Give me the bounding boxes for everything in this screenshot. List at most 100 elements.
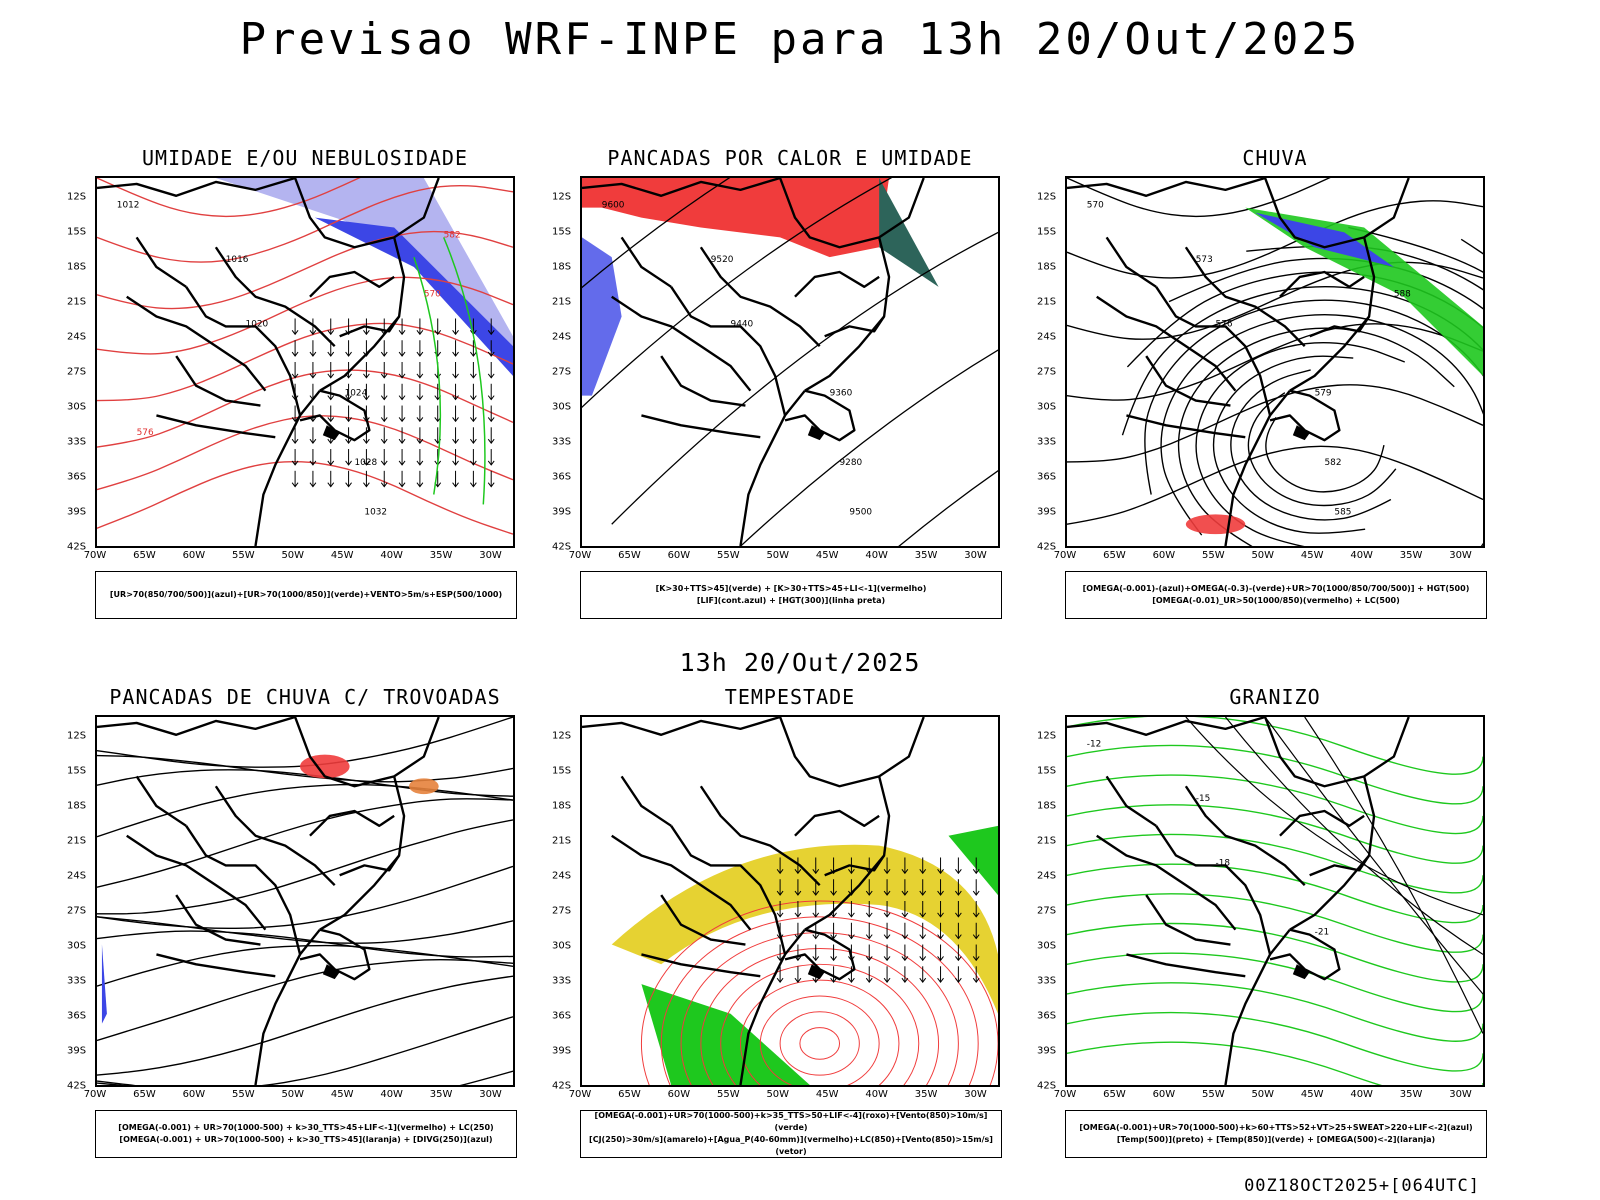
- contour-value-label: 582: [444, 230, 461, 240]
- latitude-label: 18S: [1037, 800, 1057, 812]
- wind-vector-head: [291, 482, 299, 488]
- wind-vector-head: [363, 330, 370, 336]
- longitude-label: 45W: [815, 1089, 839, 1100]
- rain-area-red: [1185, 514, 1246, 535]
- longitude-label: 35W: [1399, 550, 1423, 561]
- panel-title: UMIDADE E/OU NEBULOSIDADE: [141, 146, 469, 170]
- longitude-label: 40W: [865, 1089, 888, 1100]
- border-line: [175, 355, 261, 407]
- legend-line: [OMEGA(-0.001)+UR>70(1000-500)+k>60+TTS>…: [1079, 1123, 1473, 1132]
- border-line: [1096, 834, 1237, 931]
- wind-vector-head: [309, 330, 317, 336]
- wind-vector-head: [972, 934, 980, 940]
- temperature-850-contour: [1067, 1011, 1483, 1072]
- border-line: [1263, 717, 1410, 788]
- border-line: [156, 953, 276, 978]
- wind-vector-head: [812, 912, 820, 918]
- wind-vector-head: [919, 934, 927, 940]
- wind-vector-head: [776, 977, 784, 983]
- border-line: [1096, 295, 1237, 392]
- streamline: [97, 415, 513, 491]
- divergence-area-blue: [101, 944, 107, 1024]
- border-line: [611, 834, 752, 931]
- border-line: [1224, 389, 1291, 546]
- wind-vector-head: [901, 912, 909, 918]
- wind-vector-head: [363, 438, 370, 444]
- streamline: [97, 798, 513, 888]
- wind-vector-head: [937, 934, 944, 940]
- longitude-label: 70W: [568, 550, 592, 561]
- lagoon-shape: [1292, 964, 1310, 980]
- contour-value-label: 1024: [345, 389, 368, 399]
- wind-vector-head: [327, 482, 335, 488]
- contour-value-label: 582: [1325, 458, 1342, 468]
- longitude-label: 30W: [1449, 1089, 1472, 1100]
- border-line: [254, 389, 321, 546]
- geopotential-contour: [898, 470, 998, 546]
- border-line: [1269, 389, 1341, 442]
- latitude-label: 42S: [67, 541, 87, 553]
- wind-vector-head: [416, 460, 424, 466]
- wind-vector-head: [812, 890, 820, 896]
- border-line: [582, 717, 781, 736]
- longitude-label: 50W: [766, 1089, 790, 1100]
- border-line: [1184, 785, 1306, 887]
- streamline: [1247, 392, 1397, 507]
- wind-vector-head: [452, 373, 459, 379]
- panel-title: GRANIZO: [1229, 685, 1321, 709]
- pressure-contour-red: [779, 1011, 860, 1076]
- latitude-label: 42S: [1037, 1080, 1057, 1092]
- border-line: [660, 355, 746, 407]
- map-canvas: 1012 1016 1020 1024 1028 1032 570 576 582: [97, 178, 513, 546]
- latitude-label: 21S: [1037, 835, 1057, 847]
- temperature-500-contour: [1185, 717, 1483, 916]
- forecast-panel: PANCADAS POR CALOR E UMIDADE 9600 9520 9440…: [510, 146, 1002, 626]
- wind-vector-head: [848, 912, 855, 918]
- temperature-850-contour: [1067, 922, 1483, 983]
- geopotential-contour: [582, 178, 731, 289]
- wind-vector-head: [380, 417, 388, 423]
- latitude-label: 15S: [67, 226, 87, 238]
- border-line: [214, 246, 336, 348]
- lagoon-shape: [322, 964, 340, 980]
- wind-vector-head: [901, 956, 909, 962]
- border-line: [135, 775, 187, 827]
- wind-vector-head: [919, 890, 927, 896]
- latitude-label: 33S: [552, 975, 572, 987]
- wind-vector-head: [812, 869, 820, 875]
- temperature-850-contour: [1067, 744, 1483, 805]
- wind-vector-head: [309, 373, 317, 379]
- border-line: [784, 928, 856, 981]
- contour-value-label: -12: [1087, 740, 1102, 750]
- longitude-label: 55W: [232, 550, 255, 561]
- wind-vector-head: [398, 330, 406, 336]
- forecast-panel: PANCADAS DE CHUVA C/ TROVOADAS 12S 15S 18S 2…: [25, 685, 517, 1165]
- wind-vector-head: [327, 438, 335, 444]
- wind-vector-head: [452, 351, 459, 357]
- wind-vector-head: [972, 869, 980, 875]
- latitude-label: 33S: [1037, 436, 1057, 448]
- panel-title: PANCADAS POR CALOR E UMIDADE: [607, 146, 973, 170]
- border-line: [794, 809, 880, 837]
- border-line: [1145, 894, 1231, 946]
- latitude-label: 15S: [67, 765, 87, 777]
- map-canvas: -12 -15 -18 -21: [1067, 717, 1483, 1085]
- strong-wind-area: [641, 984, 810, 1085]
- longitude-label: 35W: [1399, 1089, 1423, 1100]
- pressure-contour-red: [640, 900, 998, 1085]
- wind-vector-head: [794, 869, 802, 875]
- longitude-label: 45W: [1300, 550, 1324, 561]
- panel-legend: [OMEGA(-0.001)+UR>70(1000-500)+k>60+TTS>…: [1065, 1110, 1487, 1158]
- wind-vector-head: [830, 977, 837, 983]
- legend-line: [OMEGA(-0.001) + UR>70(1000-500) + k>30_…: [118, 1123, 494, 1132]
- longitude-label: 35W: [429, 550, 453, 561]
- geopotential-contour: [611, 231, 998, 525]
- border-line: [185, 825, 302, 955]
- wind-vector-head: [955, 890, 962, 896]
- latitude-label: 18S: [1037, 261, 1057, 273]
- wind-vector-head: [345, 460, 352, 466]
- wind-vector-head: [830, 934, 837, 940]
- border-line: [1067, 717, 1266, 736]
- contour-value-label: 9440: [731, 319, 754, 329]
- streamline: [97, 369, 513, 448]
